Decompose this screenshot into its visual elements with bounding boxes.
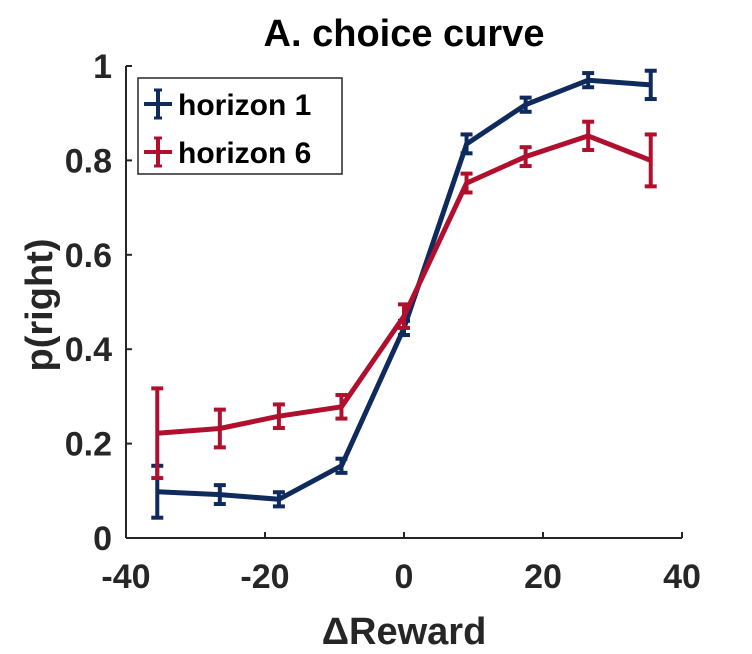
series-2 <box>151 119 657 481</box>
x-tick-label: 20 <box>524 558 562 596</box>
error-bar <box>460 171 473 195</box>
chart-title: A. choice curve <box>264 13 545 55</box>
legend-item: horizon 6 <box>144 136 311 170</box>
error-bar <box>460 132 473 156</box>
error-bar <box>519 145 532 169</box>
x-tick-label: -20 <box>240 558 289 596</box>
y-tick-label: 0 <box>93 520 112 558</box>
error-bar <box>335 392 348 421</box>
error-bar <box>213 483 226 507</box>
x-tick-label: 0 <box>395 558 414 596</box>
error-bar <box>151 386 164 481</box>
y-tick-label: 0.4 <box>65 331 112 369</box>
legend-item: horizon 1 <box>144 88 311 122</box>
legend-label: horizon 6 <box>178 137 311 170</box>
error-bar <box>582 119 595 153</box>
error-bar <box>272 402 285 431</box>
error-bar <box>519 95 532 114</box>
legend-box <box>137 77 343 175</box>
series-layer <box>151 68 657 520</box>
legend-label: horizon 1 <box>178 89 311 122</box>
error-bar <box>213 407 226 450</box>
legend: horizon 1 horizon 6 <box>137 77 343 175</box>
error-bar <box>644 132 657 189</box>
y-tick-label: 0.6 <box>65 237 112 275</box>
error-bar <box>335 456 348 475</box>
series-line <box>157 133 652 436</box>
error-bar <box>582 71 595 90</box>
error-bar <box>272 490 285 509</box>
axes: -40 -20 0 20 40 0 0.2 0.4 0.6 0.8 1 <box>65 48 701 596</box>
error-bar <box>398 302 410 330</box>
x-tick-label: -40 <box>101 558 150 596</box>
error-bar <box>644 68 657 102</box>
x-tick-label: 40 <box>663 558 701 596</box>
y-axis-label: p(right) <box>19 239 61 372</box>
y-tick-label: 1 <box>93 48 112 86</box>
y-tick-label: 0.8 <box>65 142 112 180</box>
y-tick-label: 0.2 <box>65 426 112 464</box>
x-axis-label: ΔReward <box>322 611 487 653</box>
